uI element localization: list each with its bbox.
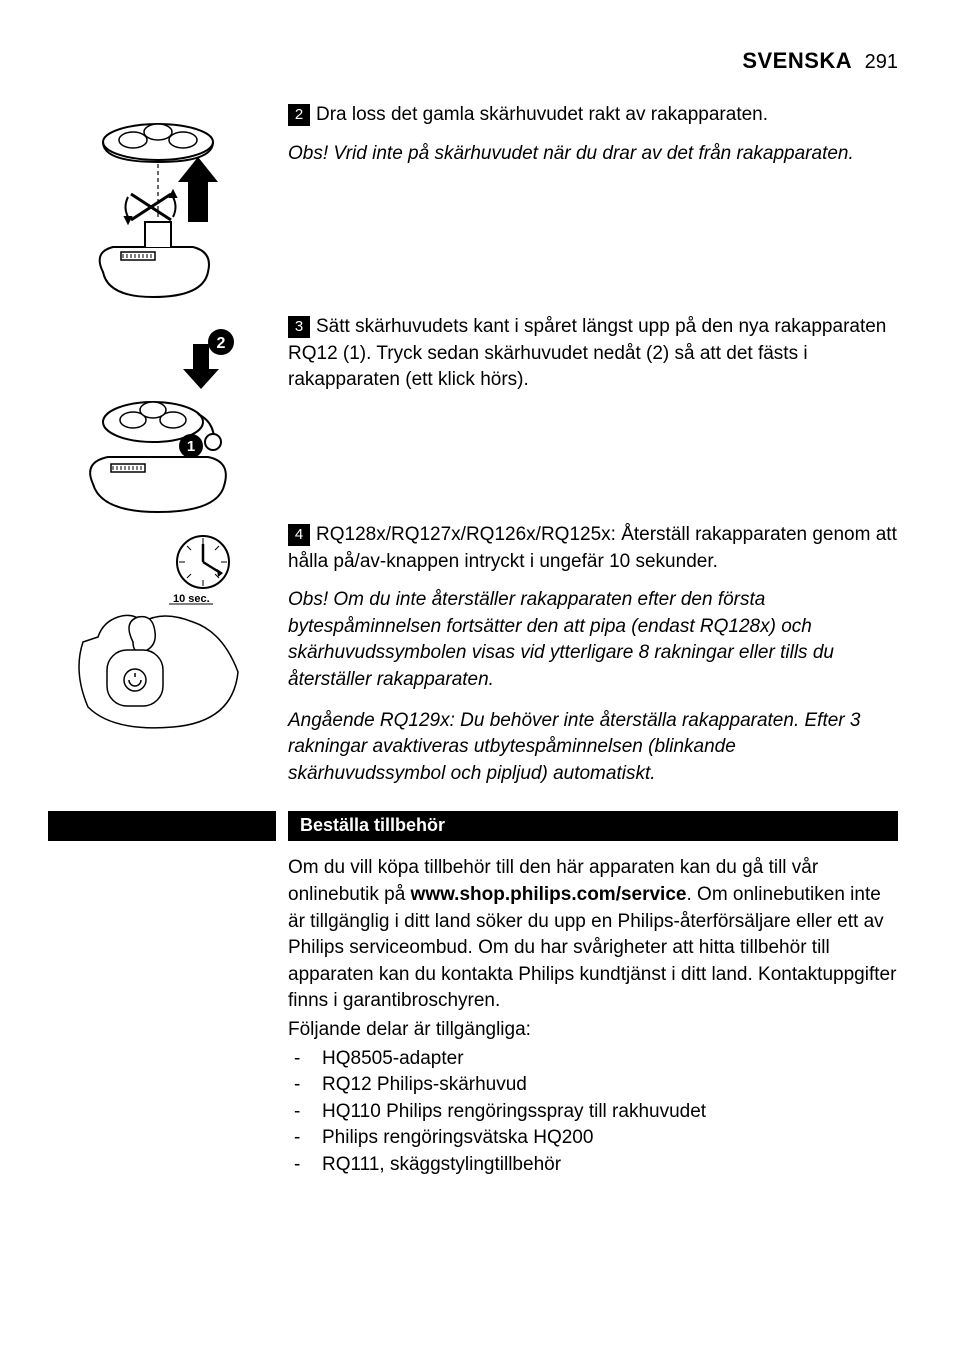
- step-4-text: RQ128x/RQ127x/RQ126x/RQ125x: Återställ r…: [288, 524, 897, 572]
- accessory-item: HQ110 Philips rengöringsspray till rakhu…: [288, 1099, 898, 1126]
- accessories-body: Om du vill köpa tillbehör till den här a…: [288, 855, 898, 1178]
- step-3-row: 1 2 3Sätt skärhuvudets kant i spåret län…: [48, 314, 898, 514]
- fig4-ten-sec-label: 10 sec.: [173, 593, 210, 605]
- fig3-label-2: 2: [217, 335, 226, 352]
- step-4-note-1: Obs! Om du inte återställer rakapparaten…: [288, 587, 898, 693]
- header-language: SVENSKA: [742, 48, 852, 73]
- step-3-text: Sätt skärhuvudets kant i spåret längst u…: [288, 316, 886, 390]
- accessory-item: Philips rengöringsvätska HQ200: [288, 1125, 898, 1152]
- step-4-number: 4: [288, 524, 310, 546]
- section-bar-left: [48, 811, 276, 841]
- step-2: 2 Dra loss det gamla skärhuvudet rakt av …: [288, 102, 898, 129]
- accessory-item: RQ12 Philips-skärhuvud: [288, 1072, 898, 1099]
- figure-step-3: 1 2: [48, 314, 268, 514]
- accessory-item: HQ8505-adapter: [288, 1046, 898, 1073]
- shop-link: www.shop.philips.com/service: [411, 884, 687, 905]
- step-4-note-2: Angående RQ129x: Du behöver inte återstä…: [288, 708, 898, 788]
- header-page-number: 291: [865, 51, 898, 73]
- page-header: SVENSKA 291: [48, 48, 898, 74]
- step-2-text: Dra loss det gamla skärhuvudet rakt av r…: [316, 104, 768, 125]
- step-4-row: 10 sec. 4RQ128x/RQ127x/RQ126x/RQ125x: Åt…: [48, 522, 898, 787]
- reset-hold-button-illustration: 10 sec.: [73, 522, 243, 732]
- attach-shaving-head-illustration: 1 2: [73, 314, 243, 514]
- step-3-number: 3: [288, 316, 310, 338]
- accessories-intro: Om du vill köpa tillbehör till den här a…: [288, 855, 898, 1015]
- fig3-label-1: 1: [187, 438, 195, 455]
- section-title: Beställa tillbehör: [288, 811, 898, 841]
- accessories-list: HQ8505-adapter RQ12 Philips-skärhuvud HQ…: [288, 1046, 898, 1179]
- remove-shaving-head-illustration: [73, 102, 243, 302]
- step-4: 4RQ128x/RQ127x/RQ126x/RQ125x: Återställ …: [288, 522, 898, 575]
- accessories-following: Följande delar är tillgängliga:: [288, 1017, 898, 1044]
- step-2-number: 2: [288, 104, 310, 126]
- step-2-row: 2 Dra loss det gamla skärhuvudet rakt av …: [48, 102, 898, 302]
- step-2-note: Obs! Vrid inte på skärhuvudet när du dra…: [288, 141, 898, 168]
- section-heading-bar: Beställa tillbehör: [48, 811, 898, 841]
- section-bar-gap: [276, 811, 288, 841]
- accessory-item: RQ111, skäggstylingtillbehör: [288, 1152, 898, 1179]
- figure-step-4: 10 sec.: [48, 522, 268, 732]
- step-3: 3Sätt skärhuvudets kant i spåret längst …: [288, 314, 898, 394]
- figure-step-2: [48, 102, 268, 302]
